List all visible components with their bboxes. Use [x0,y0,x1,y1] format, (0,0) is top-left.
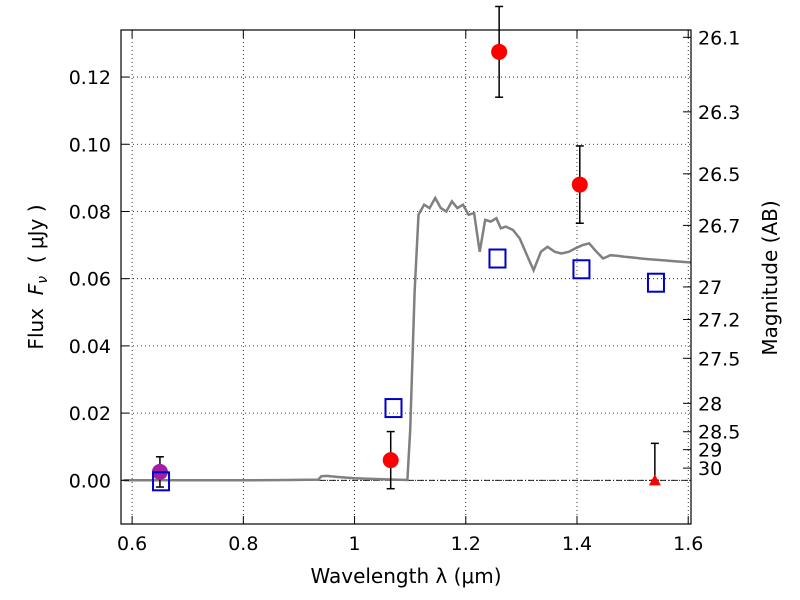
magnitude-tick-label: 26.5 [698,164,740,186]
model-spectrum-line [123,195,692,482]
y-tick-label: 0.04 [69,336,111,358]
y-axis-label-right: Magnitude (AB) [758,200,782,355]
y-tick-label: 0.06 [69,269,111,291]
y-tick-label: 0.02 [69,403,111,425]
upper-limit-marker [648,474,661,486]
y-tick-label: 0.08 [69,201,111,223]
magnitude-tick-label: 27.2 [698,309,740,331]
model-photometry-marker [488,248,507,269]
y-axis-label-subscript: ν [35,276,51,284]
magnitude-tick-label: 26.1 [698,27,740,49]
y-axis-label-symbol: F [24,283,48,295]
magnitude-tick-label: 27 [698,277,722,299]
detection-marker [491,43,508,60]
magnitude-tick-label: 26.7 [698,215,740,237]
x-tick-label: 1.6 [673,533,703,555]
x-tick-label: 0.6 [117,533,147,555]
x-tick-label: 1.2 [451,533,481,555]
y-axis-label-suffix: ( μJy ) [24,204,48,276]
y-axis-label-prefix: Flux [24,295,48,349]
y-axis-ticks: 0.00 0.02 0.04 0.06 0.08 0.10 0.12 [69,67,129,492]
data-markers [151,43,665,492]
plot-frame [120,29,692,525]
magnitude-tick-label: 28.5 [698,422,740,444]
x-tick-label: 0.8 [228,533,258,555]
model-spectrum [123,195,692,482]
model-photometry-marker [572,259,591,280]
x-tick-label: 1.4 [562,533,592,555]
x-axis-label: Wavelength λ (μm) [310,564,501,588]
magnitude-tick-label: 27.5 [698,348,740,370]
y-tick-label: 0.00 [69,470,111,492]
magnitude-tick-label: 28 [698,393,722,415]
model-photometry-marker [646,272,665,293]
magnitude-tick-label: 26.3 [698,102,740,124]
detection-marker [382,452,399,469]
y-axis-label-left: Flux Fν ( μJy ) [24,204,51,349]
detection-marker [571,176,588,193]
y-tick-label: 0.12 [69,67,111,89]
x-tick-label: 1 [349,533,361,555]
model-photometry-marker [384,398,403,419]
magnitude-tick-label: 30 [698,458,722,480]
x-axis-ticks: 0.6 0.8 1 1.2 1.4 1.6 [117,30,703,555]
model-photometry-marker [152,471,171,492]
magnitude-tick-label: 29 [698,440,722,462]
y-tick-label: 0.10 [69,134,111,156]
